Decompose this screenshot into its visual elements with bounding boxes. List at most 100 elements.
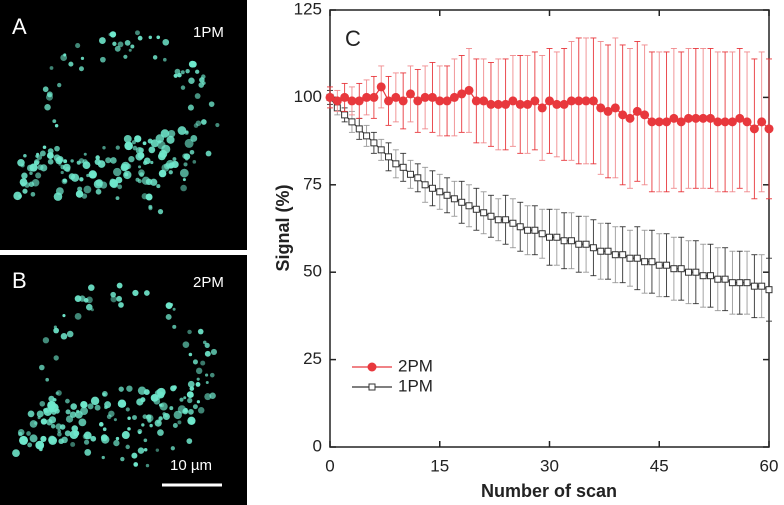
- dot: [112, 41, 117, 46]
- dot: [109, 178, 118, 188]
- dot: [204, 342, 210, 348]
- dot: [78, 418, 87, 427]
- y-tick-label: 25: [303, 349, 322, 368]
- dot: [157, 209, 164, 215]
- marker: [436, 188, 444, 196]
- dot: [47, 158, 54, 165]
- marker: [480, 209, 488, 217]
- dot: [79, 177, 84, 182]
- dot: [137, 447, 145, 454]
- x-tick-label: 45: [650, 456, 669, 475]
- dot: [82, 161, 91, 170]
- marker: [420, 92, 430, 102]
- dot: [104, 401, 112, 409]
- dot: [150, 160, 154, 165]
- marker: [435, 96, 445, 106]
- dot: [48, 395, 55, 402]
- dot: [193, 123, 199, 128]
- dot: [209, 372, 215, 378]
- marker: [713, 117, 723, 127]
- marker: [758, 282, 766, 290]
- dot: [138, 147, 144, 154]
- y-axis-label: Signal (%): [273, 184, 293, 271]
- dot: [115, 196, 120, 201]
- dot: [47, 148, 54, 155]
- dot: [205, 381, 209, 385]
- marker: [355, 125, 363, 133]
- dot: [128, 48, 132, 52]
- dot: [102, 146, 106, 150]
- dot: [40, 435, 47, 443]
- dot: [24, 182, 30, 188]
- dot: [75, 190, 84, 198]
- dot: [125, 444, 130, 450]
- dot: [156, 184, 161, 189]
- marker: [566, 96, 576, 106]
- dot: [141, 193, 148, 200]
- dot: [124, 40, 131, 46]
- dot: [179, 397, 184, 402]
- dot: [55, 391, 59, 395]
- dot: [70, 403, 77, 410]
- marker: [684, 113, 694, 123]
- dot: [115, 436, 120, 441]
- dot: [173, 73, 178, 78]
- marker: [757, 117, 767, 127]
- dot: [153, 398, 161, 405]
- dot: [204, 373, 209, 377]
- marker: [537, 103, 547, 113]
- dot: [183, 162, 188, 167]
- dot: [188, 77, 195, 84]
- dot: [143, 447, 148, 452]
- dot: [20, 163, 25, 168]
- dot: [188, 352, 193, 357]
- marker: [406, 170, 414, 178]
- marker: [596, 103, 606, 113]
- dot: [84, 449, 92, 456]
- dot: [197, 407, 205, 414]
- legend-marker: [368, 383, 376, 391]
- dot: [152, 55, 158, 60]
- dot: [208, 101, 215, 107]
- x-tick-label: 15: [430, 456, 449, 475]
- dot: [80, 400, 88, 409]
- dot: [65, 409, 71, 415]
- dot: [27, 410, 35, 418]
- dot: [102, 427, 107, 432]
- y-tick-label: 75: [303, 174, 322, 193]
- dot: [52, 119, 57, 124]
- marker: [427, 92, 437, 102]
- marker: [670, 265, 678, 273]
- marker: [654, 117, 664, 127]
- dot: [71, 425, 79, 432]
- marker: [692, 268, 700, 276]
- dot: [148, 35, 153, 40]
- dot: [128, 155, 135, 163]
- dot: [172, 307, 176, 311]
- dot: [170, 446, 175, 451]
- dot: [22, 188, 28, 194]
- marker: [662, 117, 672, 127]
- marker: [727, 117, 737, 127]
- dot: [29, 434, 38, 443]
- marker: [677, 265, 685, 273]
- dot: [29, 171, 33, 175]
- dot: [49, 403, 59, 413]
- dot: [180, 184, 187, 192]
- marker: [347, 96, 357, 106]
- marker: [588, 96, 598, 106]
- marker: [341, 111, 349, 119]
- dot: [100, 56, 106, 63]
- dot: [60, 170, 64, 175]
- marker: [391, 92, 401, 102]
- dot: [26, 431, 31, 436]
- marker: [392, 160, 400, 168]
- dot: [51, 409, 57, 415]
- dot: [36, 154, 43, 160]
- dot: [69, 430, 79, 440]
- marker: [626, 254, 634, 262]
- marker: [691, 113, 701, 123]
- marker: [567, 237, 575, 245]
- marker: [676, 117, 686, 127]
